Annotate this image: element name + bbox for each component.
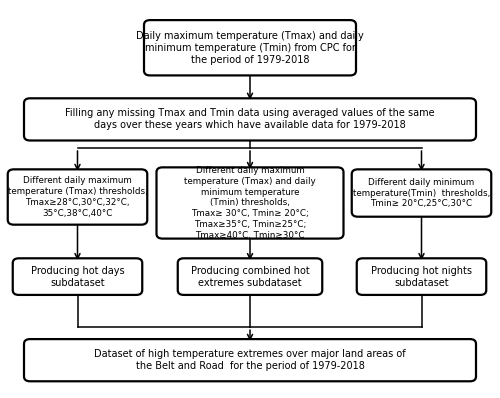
- FancyBboxPatch shape: [156, 168, 344, 238]
- FancyBboxPatch shape: [352, 170, 491, 217]
- FancyBboxPatch shape: [8, 170, 147, 224]
- Text: Daily maximum temperature (Tmax) and daily
minimum temperature (Tmin) from CPC f: Daily maximum temperature (Tmax) and dai…: [136, 31, 364, 65]
- Text: Different daily maximum
temperature (Tmax) thresholds,
Tmax≥28°C,30°C,32°C,
35°C: Different daily maximum temperature (Tma…: [8, 176, 147, 218]
- Text: Producing combined hot
extremes subdataset: Producing combined hot extremes subdatas…: [190, 265, 310, 288]
- Text: Producing hot nights
subdataset: Producing hot nights subdataset: [371, 265, 472, 288]
- Text: Producing hot days
subdataset: Producing hot days subdataset: [30, 265, 124, 288]
- FancyBboxPatch shape: [24, 98, 476, 140]
- FancyBboxPatch shape: [178, 258, 322, 295]
- FancyBboxPatch shape: [357, 258, 486, 295]
- FancyBboxPatch shape: [13, 258, 142, 295]
- FancyBboxPatch shape: [24, 339, 476, 381]
- Text: Filling any missing Tmax and Tmin data using averaged values of the same
days ov: Filling any missing Tmax and Tmin data u…: [65, 108, 435, 131]
- Text: Dataset of high temperature extremes over major land areas of
the Belt and Road : Dataset of high temperature extremes ove…: [94, 349, 406, 371]
- Text: Different daily minimum
temperature(Tmin)  thresholds,
Tmin≥ 20°C,25°C,30°C: Different daily minimum temperature(Tmin…: [353, 178, 490, 208]
- FancyBboxPatch shape: [144, 20, 356, 76]
- Text: Different daily maximum
temperature (Tmax) and daily
minimum temperature
(Tmin) : Different daily maximum temperature (Tma…: [184, 166, 316, 240]
